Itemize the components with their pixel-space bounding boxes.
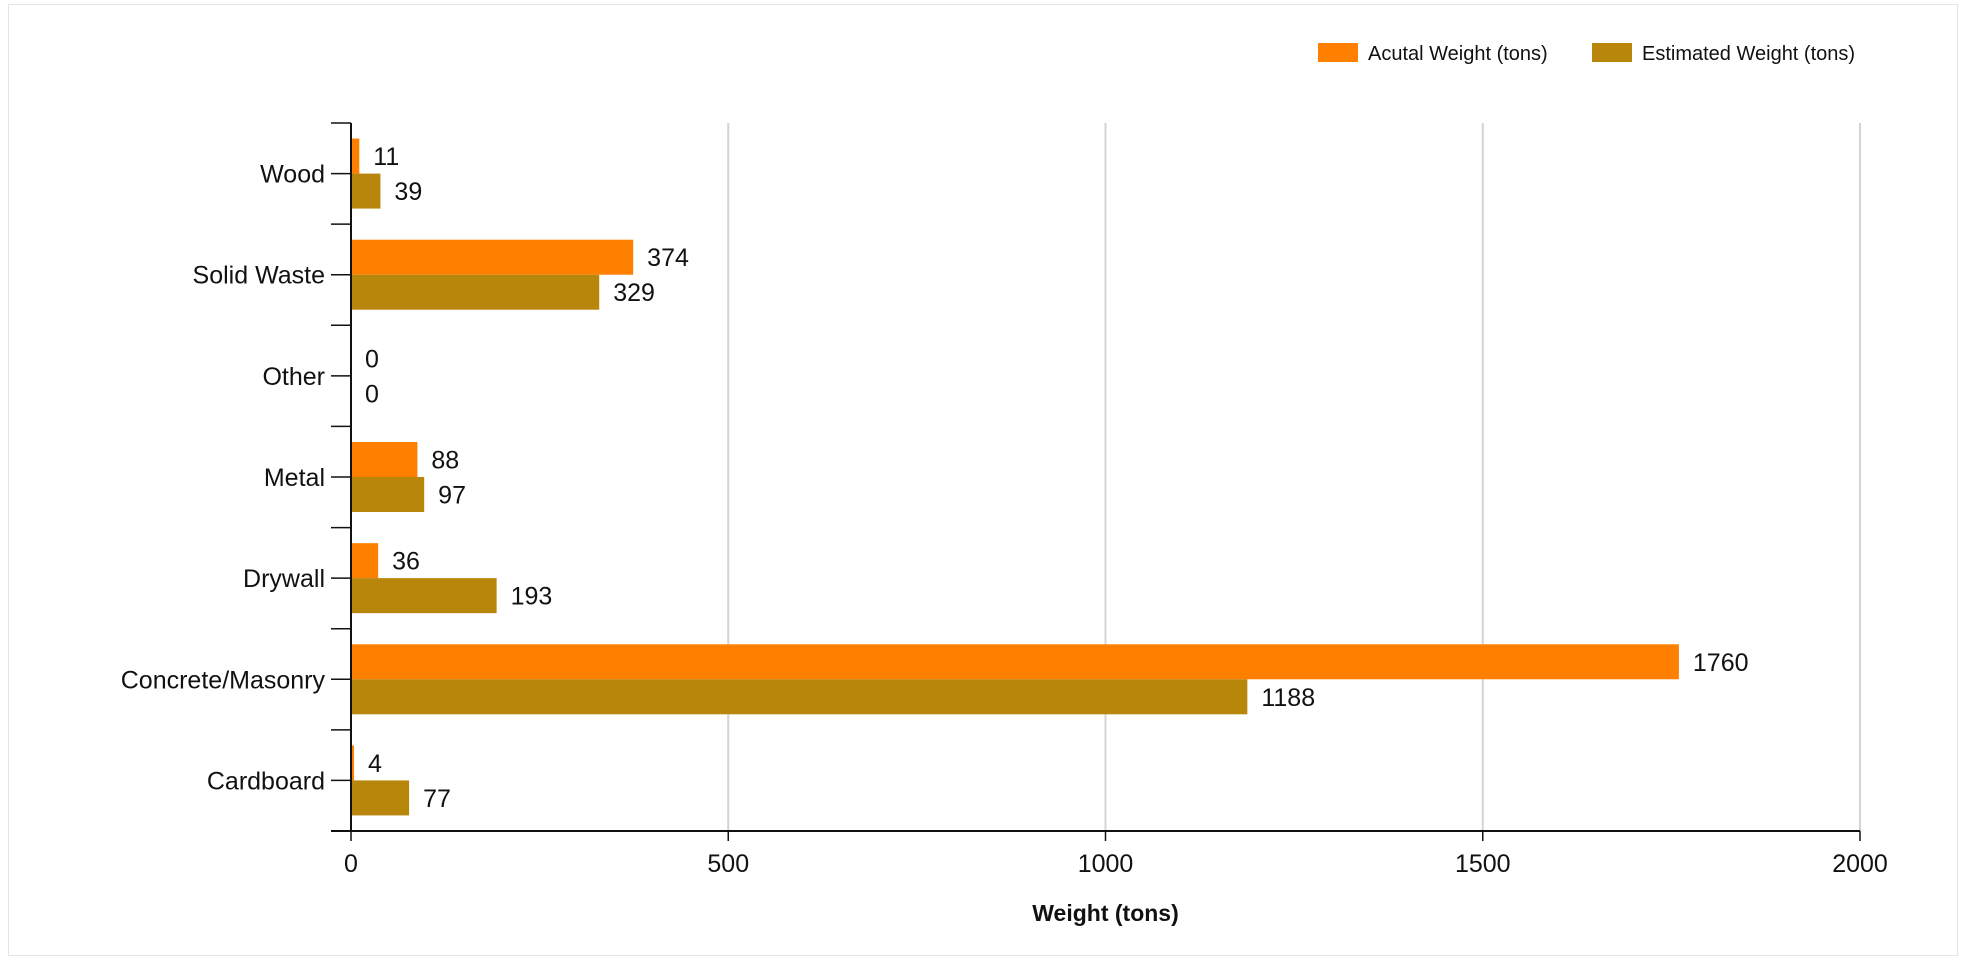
bar-actual <box>351 543 379 579</box>
legend-item: Acutal Weight (tons) <box>1318 43 1548 65</box>
category-label: Solid Waste <box>193 262 325 290</box>
x-tick-label: 1500 <box>1455 850 1511 878</box>
data-label: 1188 <box>1261 684 1315 712</box>
legend: Acutal Weight (tons) Estimated Weight (to… <box>1318 43 1855 65</box>
legend-label: Acutal Weight (tons) <box>1368 43 1548 65</box>
category-label: Wood <box>260 161 325 189</box>
category-label: Metal <box>264 464 325 492</box>
bar-estimated <box>351 477 425 512</box>
category-label: Other <box>262 363 325 391</box>
bar-estimated <box>351 578 497 614</box>
data-label: 39 <box>394 178 422 206</box>
legend-label: Estimated Weight (tons) <box>1642 43 1855 65</box>
data-label: 4 <box>368 750 382 778</box>
y-axis-ticks: Wood Solid Waste Other Metal Drywall Concrete… <box>121 122 351 832</box>
bar-actual <box>351 442 418 477</box>
data-label: 77 <box>423 785 451 813</box>
data-label: 374 <box>647 244 689 272</box>
bar-estimated <box>351 173 381 209</box>
legend-swatch <box>1318 43 1358 62</box>
bar-estimated <box>351 274 600 310</box>
x-axis-ticks: 0 500 1000 1500 2000 <box>344 831 1888 878</box>
x-tick-label: 500 <box>707 850 749 878</box>
category-label: Concrete/Masonry <box>121 666 326 694</box>
legend-swatch <box>1592 43 1632 62</box>
bars <box>351 138 1679 816</box>
axes <box>331 123 1860 832</box>
x-axis-title: Weight (tons) <box>1032 900 1179 926</box>
data-label: 193 <box>511 583 553 611</box>
data-label: 329 <box>613 279 655 307</box>
gridlines <box>727 123 1861 831</box>
bar-actual <box>351 745 355 781</box>
bar-actual <box>351 138 360 174</box>
data-label: 0 <box>365 380 379 408</box>
bar-estimated <box>351 679 1248 715</box>
bar-actual <box>351 239 634 275</box>
x-tick-label: 0 <box>344 850 358 878</box>
data-label: 97 <box>438 482 466 510</box>
data-label: 0 <box>365 345 379 373</box>
data-label: 1760 <box>1693 649 1749 677</box>
bar-actual <box>351 644 1679 680</box>
x-tick-label: 2000 <box>1832 850 1888 878</box>
data-label: 88 <box>431 447 459 475</box>
bar-estimated <box>351 780 410 816</box>
x-tick-label: 1000 <box>1078 850 1134 878</box>
category-label: Drywall <box>243 565 325 593</box>
data-label: 11 <box>373 143 399 171</box>
data-labels: 11 39 374 329 0 0 88 97 36 193 1760 1188 4 77 <box>365 143 1749 813</box>
legend-item: Estimated Weight (tons) <box>1592 43 1855 65</box>
data-label: 36 <box>392 548 420 576</box>
category-label: Cardboard <box>207 767 325 795</box>
chart-frame <box>8 4 1958 956</box>
